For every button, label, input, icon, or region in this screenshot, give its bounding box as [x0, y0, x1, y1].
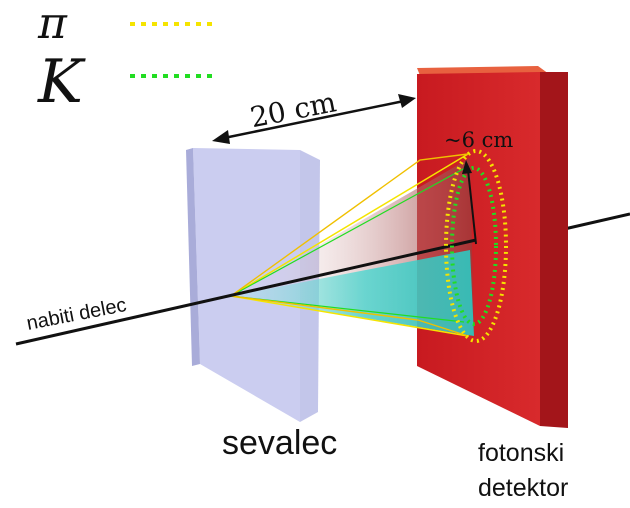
detector-front-face: [417, 72, 540, 426]
detector-side-face: [540, 72, 568, 428]
radiator-left-edge: [186, 148, 200, 366]
cone-edge-upper-k: [230, 167, 466, 297]
distance-arrowhead-left: [212, 130, 230, 144]
radiator-label: sevalec: [222, 424, 338, 462]
ring-radius-arrowhead: [462, 160, 472, 174]
legend-kaon-symbol: K: [37, 47, 86, 117]
cone-cyan-shade: [231, 250, 474, 336]
ring-radius-arrow: [467, 169, 477, 245]
detector-label-line2: detektor: [478, 474, 569, 502]
cherenkov-cone: [230, 153, 474, 337]
cone-edge-lower-pi: [230, 295, 469, 337]
particle-label: nabiti delec: [25, 294, 129, 335]
distance-label: 20 cm: [247, 85, 338, 134]
cone-outline-upper: [230, 153, 469, 297]
photon-detector: [417, 66, 568, 428]
ring-radius-label: ~6 cm: [444, 128, 513, 152]
distance-arrowhead-right: [398, 94, 416, 108]
kaon-ring: [450, 166, 498, 326]
legend-pi-symbol: π: [37, 0, 68, 49]
cone-edge-upper-pi: [230, 153, 469, 297]
particle-track-exit: [559, 212, 630, 232]
pion-ring: [444, 149, 508, 343]
detector-label-line1: fotonski: [478, 439, 565, 467]
cone-outline-lower: [230, 295, 469, 337]
particle-track: [15, 238, 477, 346]
detector-label: fotonski detektor: [478, 436, 568, 506]
distance-arrow: [223, 99, 405, 140]
legend: π K: [37, 0, 212, 117]
